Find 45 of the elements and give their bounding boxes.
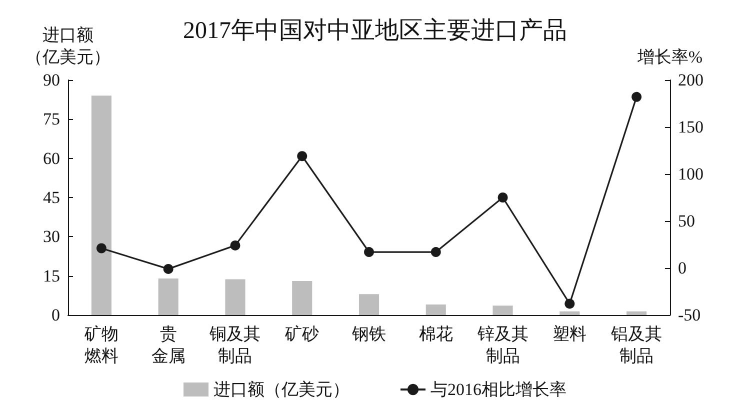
y-tick-label: 15: [43, 266, 60, 286]
y2-tick-label: 0: [678, 258, 686, 278]
x-tick-label: 塑料: [552, 324, 587, 344]
y-tick-label: 0: [52, 306, 60, 324]
x-tick-label: 铜及其制品: [208, 324, 261, 366]
x-tick-label: 锌及其制品: [476, 324, 528, 366]
chart-title: 2017年中国对中亚地区主要进口产品: [183, 17, 567, 44]
bar: [292, 281, 312, 315]
y-tick-label: 90: [43, 70, 60, 90]
legend-label: 与2016相比增长率: [430, 380, 566, 399]
point: [430, 247, 441, 258]
point: [498, 192, 508, 202]
y2-tick-label: 200: [678, 70, 704, 90]
y2-tick-label: 50: [678, 212, 695, 230]
point: [364, 247, 374, 258]
y2-axis-title: 增长率%: [636, 48, 703, 66]
bar: [492, 306, 513, 315]
bar: [358, 294, 380, 315]
bar: [225, 279, 246, 315]
y2-tick-label: 150: [678, 118, 704, 136]
y-tick-label: 30: [43, 227, 60, 246]
point: [564, 298, 575, 309]
point: [632, 92, 642, 102]
x-tick-label: 铝及其制品: [610, 324, 662, 366]
legend-label: 进口额（亿美元）: [214, 380, 350, 399]
bar: [626, 311, 647, 315]
bar: [158, 278, 178, 315]
bar: [91, 96, 112, 315]
point: [230, 240, 240, 250]
x-tick-label: 矿砂: [284, 324, 320, 344]
y2-tick-label: 100: [678, 164, 704, 184]
point: [297, 151, 308, 162]
bar: [560, 311, 580, 315]
y-tick-label: 45: [43, 188, 60, 207]
y2-tick-label: -50: [678, 306, 701, 324]
y-tick-label: 75: [43, 110, 60, 129]
x-tick-label: 贵金属: [151, 324, 186, 366]
x-tick-label: 棉花: [418, 324, 453, 344]
x-tick-label: 钢铁: [351, 324, 386, 344]
x-tick-label: 矿物燃料: [83, 324, 118, 366]
bar: [426, 304, 446, 315]
y-axis-title: 进口额（亿美元）: [26, 26, 110, 66]
y-tick-label: 60: [43, 148, 60, 168]
point: [163, 264, 174, 274]
point: [96, 243, 106, 254]
